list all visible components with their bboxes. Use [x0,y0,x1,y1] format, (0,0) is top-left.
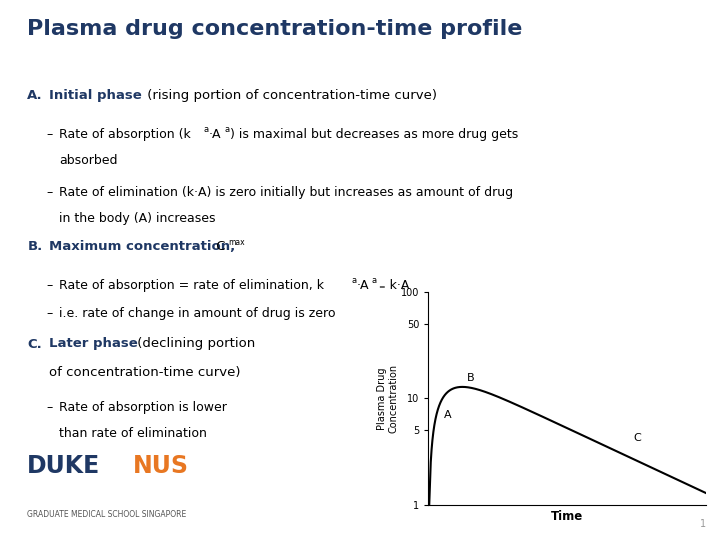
X-axis label: Time: Time [551,510,583,523]
Text: Initial phase: Initial phase [49,89,142,102]
Text: Maximum concentration,: Maximum concentration, [49,240,235,253]
Text: B.: B. [27,240,42,253]
Text: ♔: ♔ [112,494,123,507]
Text: i.e. rate of change in amount of drug is zero: i.e. rate of change in amount of drug is… [59,307,336,320]
Text: NUS: NUS [133,454,189,478]
Text: C: C [212,240,226,253]
Text: Rate of elimination (k·A) is zero initially but increases as amount of drug: Rate of elimination (k·A) is zero initia… [59,186,513,199]
Text: (rising portion of concentration-time curve): (rising portion of concentration-time cu… [143,89,438,102]
Text: GRADUATE MEDICAL SCHOOL SINGAPORE: GRADUATE MEDICAL SCHOOL SINGAPORE [27,510,186,519]
Text: –: – [47,186,53,199]
Text: in the body (A) increases: in the body (A) increases [59,212,215,225]
Text: DUKE: DUKE [27,454,101,478]
Text: a: a [224,125,229,134]
Text: 1: 1 [699,519,706,529]
Text: –: – [47,307,53,320]
Text: ) is maximal but decreases as more drug gets: ) is maximal but decreases as more drug … [230,128,518,141]
Text: C.: C. [27,338,42,350]
Text: –: – [47,128,53,141]
Text: than rate of elimination: than rate of elimination [59,427,207,440]
Text: absorbed: absorbed [59,154,117,167]
Text: ₌ k·A: ₌ k·A [379,279,409,292]
Text: of concentration-time curve): of concentration-time curve) [49,366,240,379]
Text: Rate of absorption is lower: Rate of absorption is lower [59,401,227,414]
Text: a: a [351,276,356,286]
Text: C: C [634,433,642,443]
Text: Plasma drug concentration-time profile: Plasma drug concentration-time profile [27,19,523,39]
Text: B: B [467,373,474,383]
Text: a: a [372,276,377,286]
Text: max: max [228,238,245,247]
Text: (declining portion: (declining portion [132,338,255,350]
Text: A: A [444,410,451,421]
Text: Rate of absorption (k: Rate of absorption (k [59,128,191,141]
Text: –: – [47,279,53,292]
Text: ·A: ·A [209,128,222,141]
Text: ·A: ·A [356,279,369,292]
Text: Later phase: Later phase [49,338,138,350]
Text: –: – [47,401,53,414]
Y-axis label: Plasma Drug
Concentration: Plasma Drug Concentration [377,363,398,433]
Text: Rate of absorption = rate of elimination, k: Rate of absorption = rate of elimination… [59,279,324,292]
Text: a: a [204,125,209,134]
Text: A.: A. [27,89,43,102]
